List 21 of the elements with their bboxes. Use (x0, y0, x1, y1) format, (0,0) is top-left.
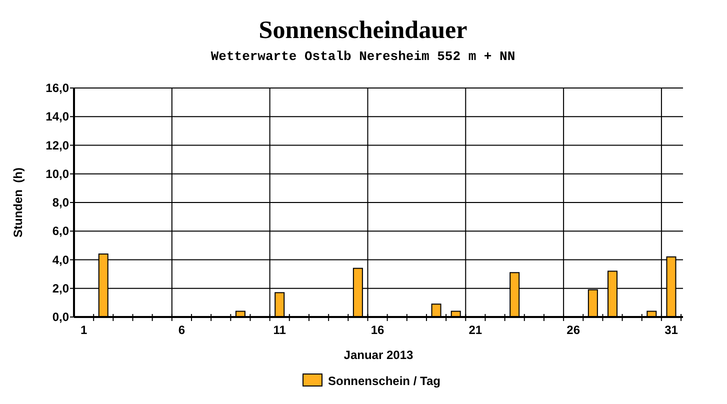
chart-subtitle: Wetterwarte Ostalb Neresheim 552 m + NN (210, 49, 516, 64)
x-tick-label: 21 (468, 323, 482, 337)
y-tick-label: 14,0 (46, 110, 70, 124)
y-axis-title: Stunden (h) (11, 168, 25, 238)
y-tick-label: 0,0 (52, 310, 70, 324)
x-tick-label: 6 (178, 323, 186, 337)
x-axis-title: Januar 2013 (344, 348, 414, 362)
x-tick-label: 1 (80, 323, 88, 337)
x-tick-label: 31 (664, 323, 678, 337)
y-tick-label: 16,0 (46, 81, 70, 95)
x-tick-label: 26 (566, 323, 580, 337)
y-tick-label: 4,0 (52, 252, 70, 267)
y-tick-label: 8,0 (52, 196, 70, 210)
y-tick-label: 2,0 (52, 281, 70, 296)
legend-label: Sonnenschein / Tag (328, 374, 440, 388)
y-tick-label: 6,0 (52, 224, 70, 238)
chart-title: Sonnenscheindauer (258, 17, 468, 44)
y-tick-label: 12,0 (46, 138, 70, 152)
y-tick-label: 10,0 (46, 166, 70, 181)
x-tick-label: 11 (273, 323, 286, 337)
x-tick-label: 16 (370, 323, 385, 337)
